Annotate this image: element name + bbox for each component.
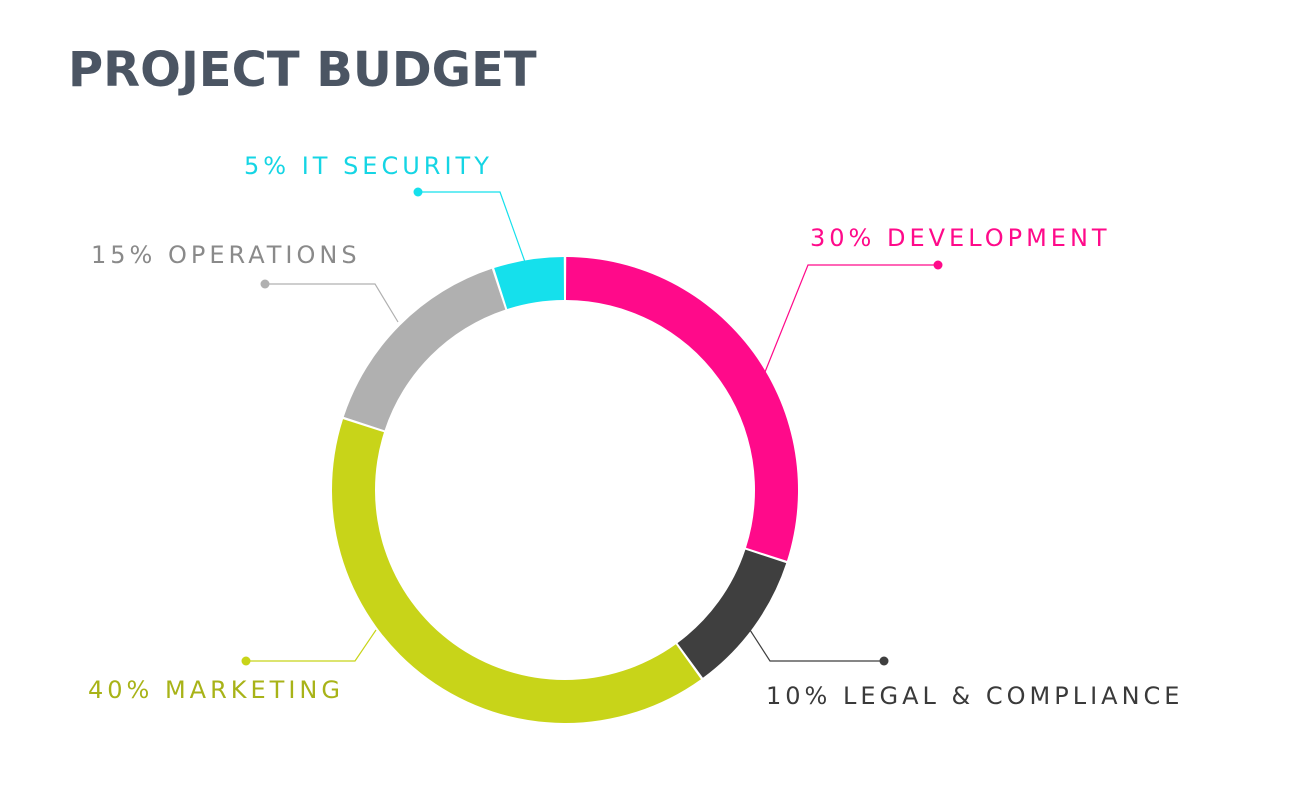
callouts: 30% DEVELOPMENT 10% LEGAL & COMPLIANCE 40%… (88, 152, 1183, 710)
label-development: 30% DEVELOPMENT (810, 224, 1111, 252)
donut-slices (332, 257, 799, 723)
leader-dot-operations (260, 279, 270, 289)
slice-operations (343, 268, 506, 431)
slice-it-security (494, 257, 565, 309)
callout-operations: 15% OPERATIONS (91, 241, 399, 323)
label-legal: 10% LEGAL & COMPLIANCE (766, 682, 1183, 710)
leader-line-marketing (246, 629, 377, 662)
leader-line-legal (749, 629, 884, 662)
callout-development: 30% DEVELOPMENT (764, 224, 1111, 373)
callout-legal: 10% LEGAL & COMPLIANCE (749, 629, 1183, 710)
callout-it-security: 5% IT SECURITY (244, 152, 526, 263)
slice-marketing (332, 419, 701, 723)
leader-line-operations (265, 283, 399, 323)
leader-line-it-security (418, 191, 526, 263)
leader-dot-marketing (241, 656, 251, 666)
slice-legal (677, 549, 787, 678)
leader-dot-development (933, 260, 943, 270)
label-operations: 15% OPERATIONS (91, 241, 361, 269)
callout-marketing: 40% MARKETING (88, 629, 377, 704)
slice-development (565, 257, 799, 561)
leader-dot-legal (879, 656, 889, 666)
chart-title: PROJECT BUDGET (68, 42, 537, 98)
label-marketing: 40% MARKETING (88, 676, 344, 704)
leader-line-development (764, 264, 938, 373)
label-it-security: 5% IT SECURITY (244, 152, 493, 180)
leader-dot-it-security (413, 187, 423, 197)
